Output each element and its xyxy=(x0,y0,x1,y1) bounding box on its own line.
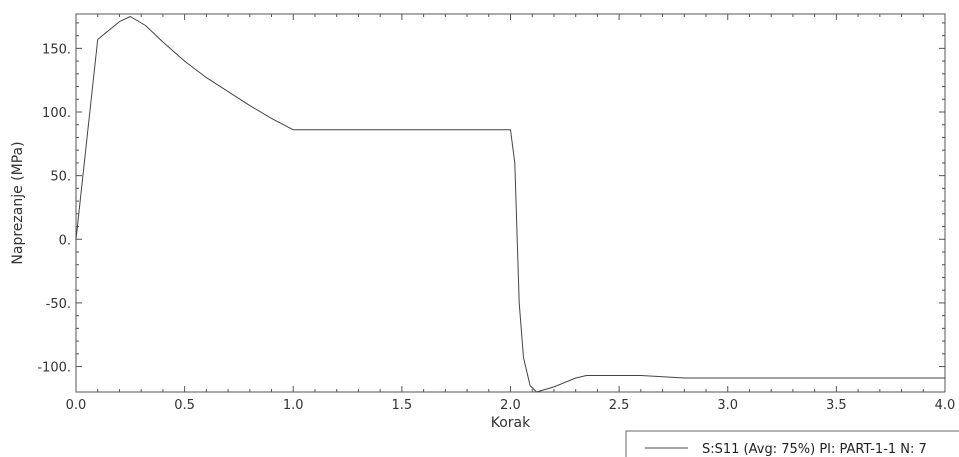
series-line xyxy=(75,16,945,393)
series-lines xyxy=(75,16,945,393)
y-tick-label: 100. xyxy=(42,106,71,121)
y-axis-ticks: -100. -50. 0. 50. 100. 150. xyxy=(37,22,945,376)
y-axis-title: Naprezanje (MPa) xyxy=(10,141,26,264)
x-tick-label: 4.0 xyxy=(935,398,956,413)
x-tick-label: 0.0 xyxy=(66,398,87,413)
x-axis-title: Korak xyxy=(491,415,531,431)
legend: S:S11 (Avg: 75%) PI: PART-1-1 N: 7 xyxy=(625,430,959,457)
x-tick-label: 2.5 xyxy=(609,398,630,413)
x-tick-label: 3.5 xyxy=(826,398,847,413)
y-tick-label: 50. xyxy=(50,170,71,185)
x-axis-ticks: 0.0 0.5 1.0 1.5 2.0 2.5 3.0 3.5 4.0 xyxy=(66,14,956,413)
y-tick-label: 150. xyxy=(42,42,71,57)
legend-series-label: S:S11 (Avg: 75%) PI: PART-1-1 N: 7 xyxy=(702,442,927,457)
x-tick-label: 1.5 xyxy=(392,398,413,413)
y-tick-label: 0. xyxy=(59,233,71,248)
x-tick-label: 1.0 xyxy=(283,398,304,413)
y-tick-label: -50. xyxy=(46,297,71,312)
x-tick-label: 3.0 xyxy=(717,398,738,413)
x-tick-label: 0.5 xyxy=(174,398,195,413)
legend-box xyxy=(625,430,959,457)
y-tick-label: -100. xyxy=(37,361,71,376)
x-tick-label: 2.0 xyxy=(500,398,521,413)
